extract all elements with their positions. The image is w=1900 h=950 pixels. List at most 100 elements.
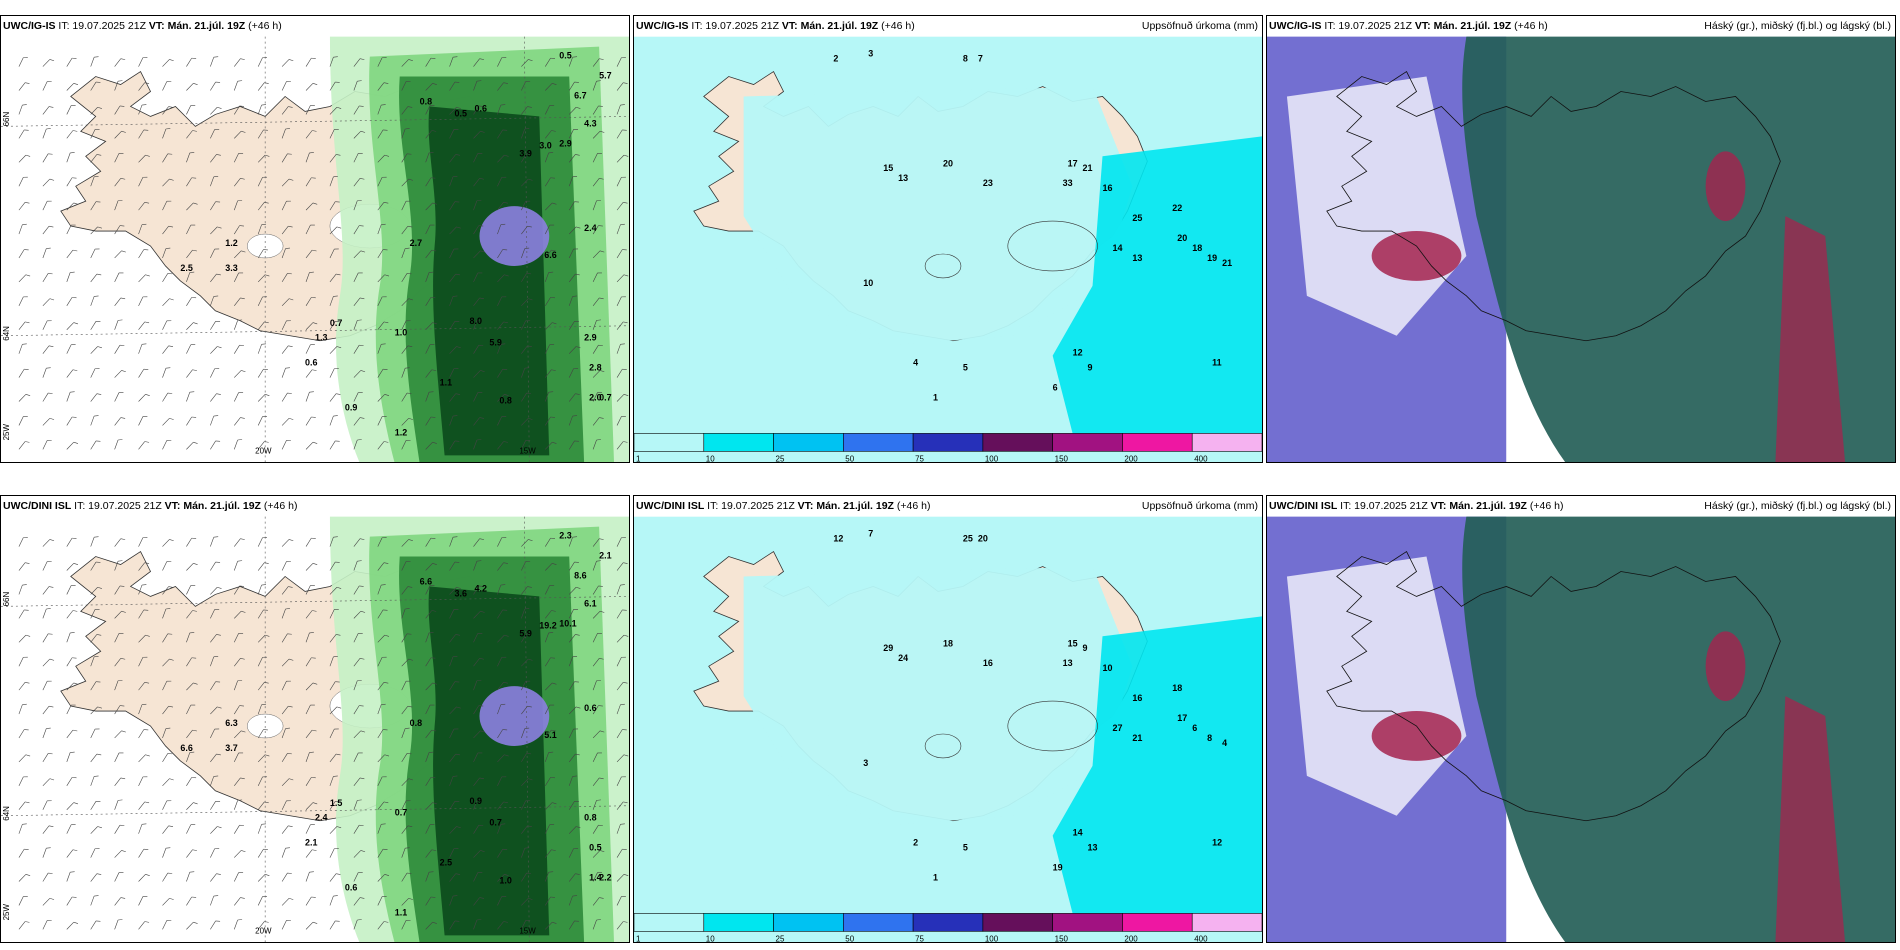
wind-barb-flag <box>525 920 531 921</box>
wind-barb-icon <box>545 802 557 810</box>
wind-barb-icon <box>234 777 245 787</box>
wind-barb-icon <box>257 776 268 786</box>
wind-barb-staff <box>186 202 194 211</box>
wind-barb-flag <box>72 130 78 132</box>
wind-barb-flag <box>599 730 605 733</box>
colorbar-tick-label: 25 <box>776 454 785 463</box>
wind-barb-staff <box>66 130 74 139</box>
glacier-langjokull <box>924 733 962 759</box>
wind-barb-staff <box>18 82 26 91</box>
wind-barb-staff <box>42 273 49 283</box>
wind-barb-icon <box>42 658 55 667</box>
wind-barb-staff <box>234 610 242 619</box>
wind-barb-icon <box>449 56 458 67</box>
wind-barb-staff <box>497 537 503 547</box>
init-time: IT: 19.07.2025 21Z <box>1340 500 1428 512</box>
wind-barb-icon <box>521 727 530 739</box>
precip-area-darkest <box>428 106 550 456</box>
wind-barb-icon <box>592 919 601 930</box>
wind-barb-staff <box>18 874 27 882</box>
wind-barb-icon <box>281 608 290 619</box>
wind-barb-staff <box>401 753 408 763</box>
accum-value-label: 10 <box>863 278 873 288</box>
wind-barb-flag <box>408 778 413 781</box>
wind-barb-flag <box>383 368 388 370</box>
wind-barb-icon <box>42 247 51 259</box>
wind-barb-icon <box>544 105 555 115</box>
wind-barb-staff <box>401 872 408 882</box>
colorbar-tick-label: 10 <box>706 454 715 463</box>
wind-barb-staff <box>401 248 406 259</box>
wind-barb-flag <box>550 57 556 59</box>
wind-barb-icon <box>66 441 79 450</box>
colorbar-tick-label: 75 <box>915 454 924 463</box>
wind-barb-flag <box>452 176 458 178</box>
wind-barb-flag <box>359 225 364 227</box>
wind-barb-icon <box>162 440 172 450</box>
wind-barb-staff <box>42 706 50 715</box>
wind-barb-flag <box>431 130 437 132</box>
wind-barb-staff <box>616 874 625 882</box>
wind-barb-staff <box>210 440 216 450</box>
wind-barb-flag <box>623 154 629 157</box>
wind-barb-staff <box>42 608 47 619</box>
wind-barb-staff <box>281 539 290 547</box>
wind-barb-icon <box>90 81 101 91</box>
wind-barb-icon <box>257 223 267 235</box>
wind-barb-staff <box>233 81 238 91</box>
wind-barb-flag <box>431 610 437 612</box>
wind-barb-icon <box>42 106 54 115</box>
wind-barb-staff <box>329 321 336 330</box>
wind-barb-flag <box>311 57 316 59</box>
wind-barb-flag <box>550 537 556 539</box>
wind-barb-icon <box>257 729 268 739</box>
wind-barb-icon <box>90 536 99 547</box>
wind-barb-icon <box>66 297 77 306</box>
wind-barb-staff <box>568 81 575 91</box>
wind-barb-staff <box>473 919 478 930</box>
wind-barb-flag <box>573 848 579 849</box>
wind-barb-flag <box>335 681 340 683</box>
wind-barb-staff <box>138 584 143 595</box>
wind-barb-icon <box>234 850 246 858</box>
wind-barb-staff <box>305 177 312 187</box>
wind-barb-flag <box>96 753 102 756</box>
wind-barb-flag <box>24 729 29 731</box>
wind-barb-icon <box>90 873 102 882</box>
wind-barb-staff <box>90 681 97 691</box>
wind-barb-icon <box>114 225 125 235</box>
wind-barb-icon <box>186 849 197 858</box>
wind-barb-staff <box>377 657 383 667</box>
wind-barb-staff <box>568 920 575 930</box>
wind-barb-staff <box>257 921 265 930</box>
wind-barb-staff <box>42 728 47 739</box>
wind-barb-icon <box>210 561 221 571</box>
wind-barb-flag <box>552 441 557 444</box>
wind-barb-staff <box>66 322 74 330</box>
wind-barb-flag <box>118 799 123 801</box>
wind-barb-staff <box>329 587 338 595</box>
wind-barb-icon <box>401 778 413 787</box>
wind-barb-flag <box>575 873 580 875</box>
wind-barb-icon <box>545 83 557 91</box>
wind-barb-flag <box>193 563 198 565</box>
wind-barb-flag <box>48 273 53 275</box>
wind-barb-flag <box>454 440 460 442</box>
wind-barb-flag <box>408 897 413 900</box>
wind-barb-staff <box>281 368 286 378</box>
wind-barb-icon <box>114 730 126 739</box>
wind-barb-staff <box>521 681 526 691</box>
wind-barb-staff <box>497 177 503 187</box>
valid-prefix: VT: <box>164 500 181 512</box>
wind-barb-staff <box>568 776 573 786</box>
wind-barb-icon <box>257 343 267 354</box>
wind-barb-flag <box>261 343 267 345</box>
wind-barb-flag <box>524 608 530 610</box>
wind-barb-icon <box>425 152 434 163</box>
wind-barb-flag <box>622 729 627 731</box>
wind-barb-flag <box>72 849 78 851</box>
wind-barb-icon <box>114 178 126 187</box>
valid-prefix: VT: <box>1430 500 1447 512</box>
wind-barb-icon <box>616 656 626 667</box>
wind-barb-icon <box>114 105 125 115</box>
